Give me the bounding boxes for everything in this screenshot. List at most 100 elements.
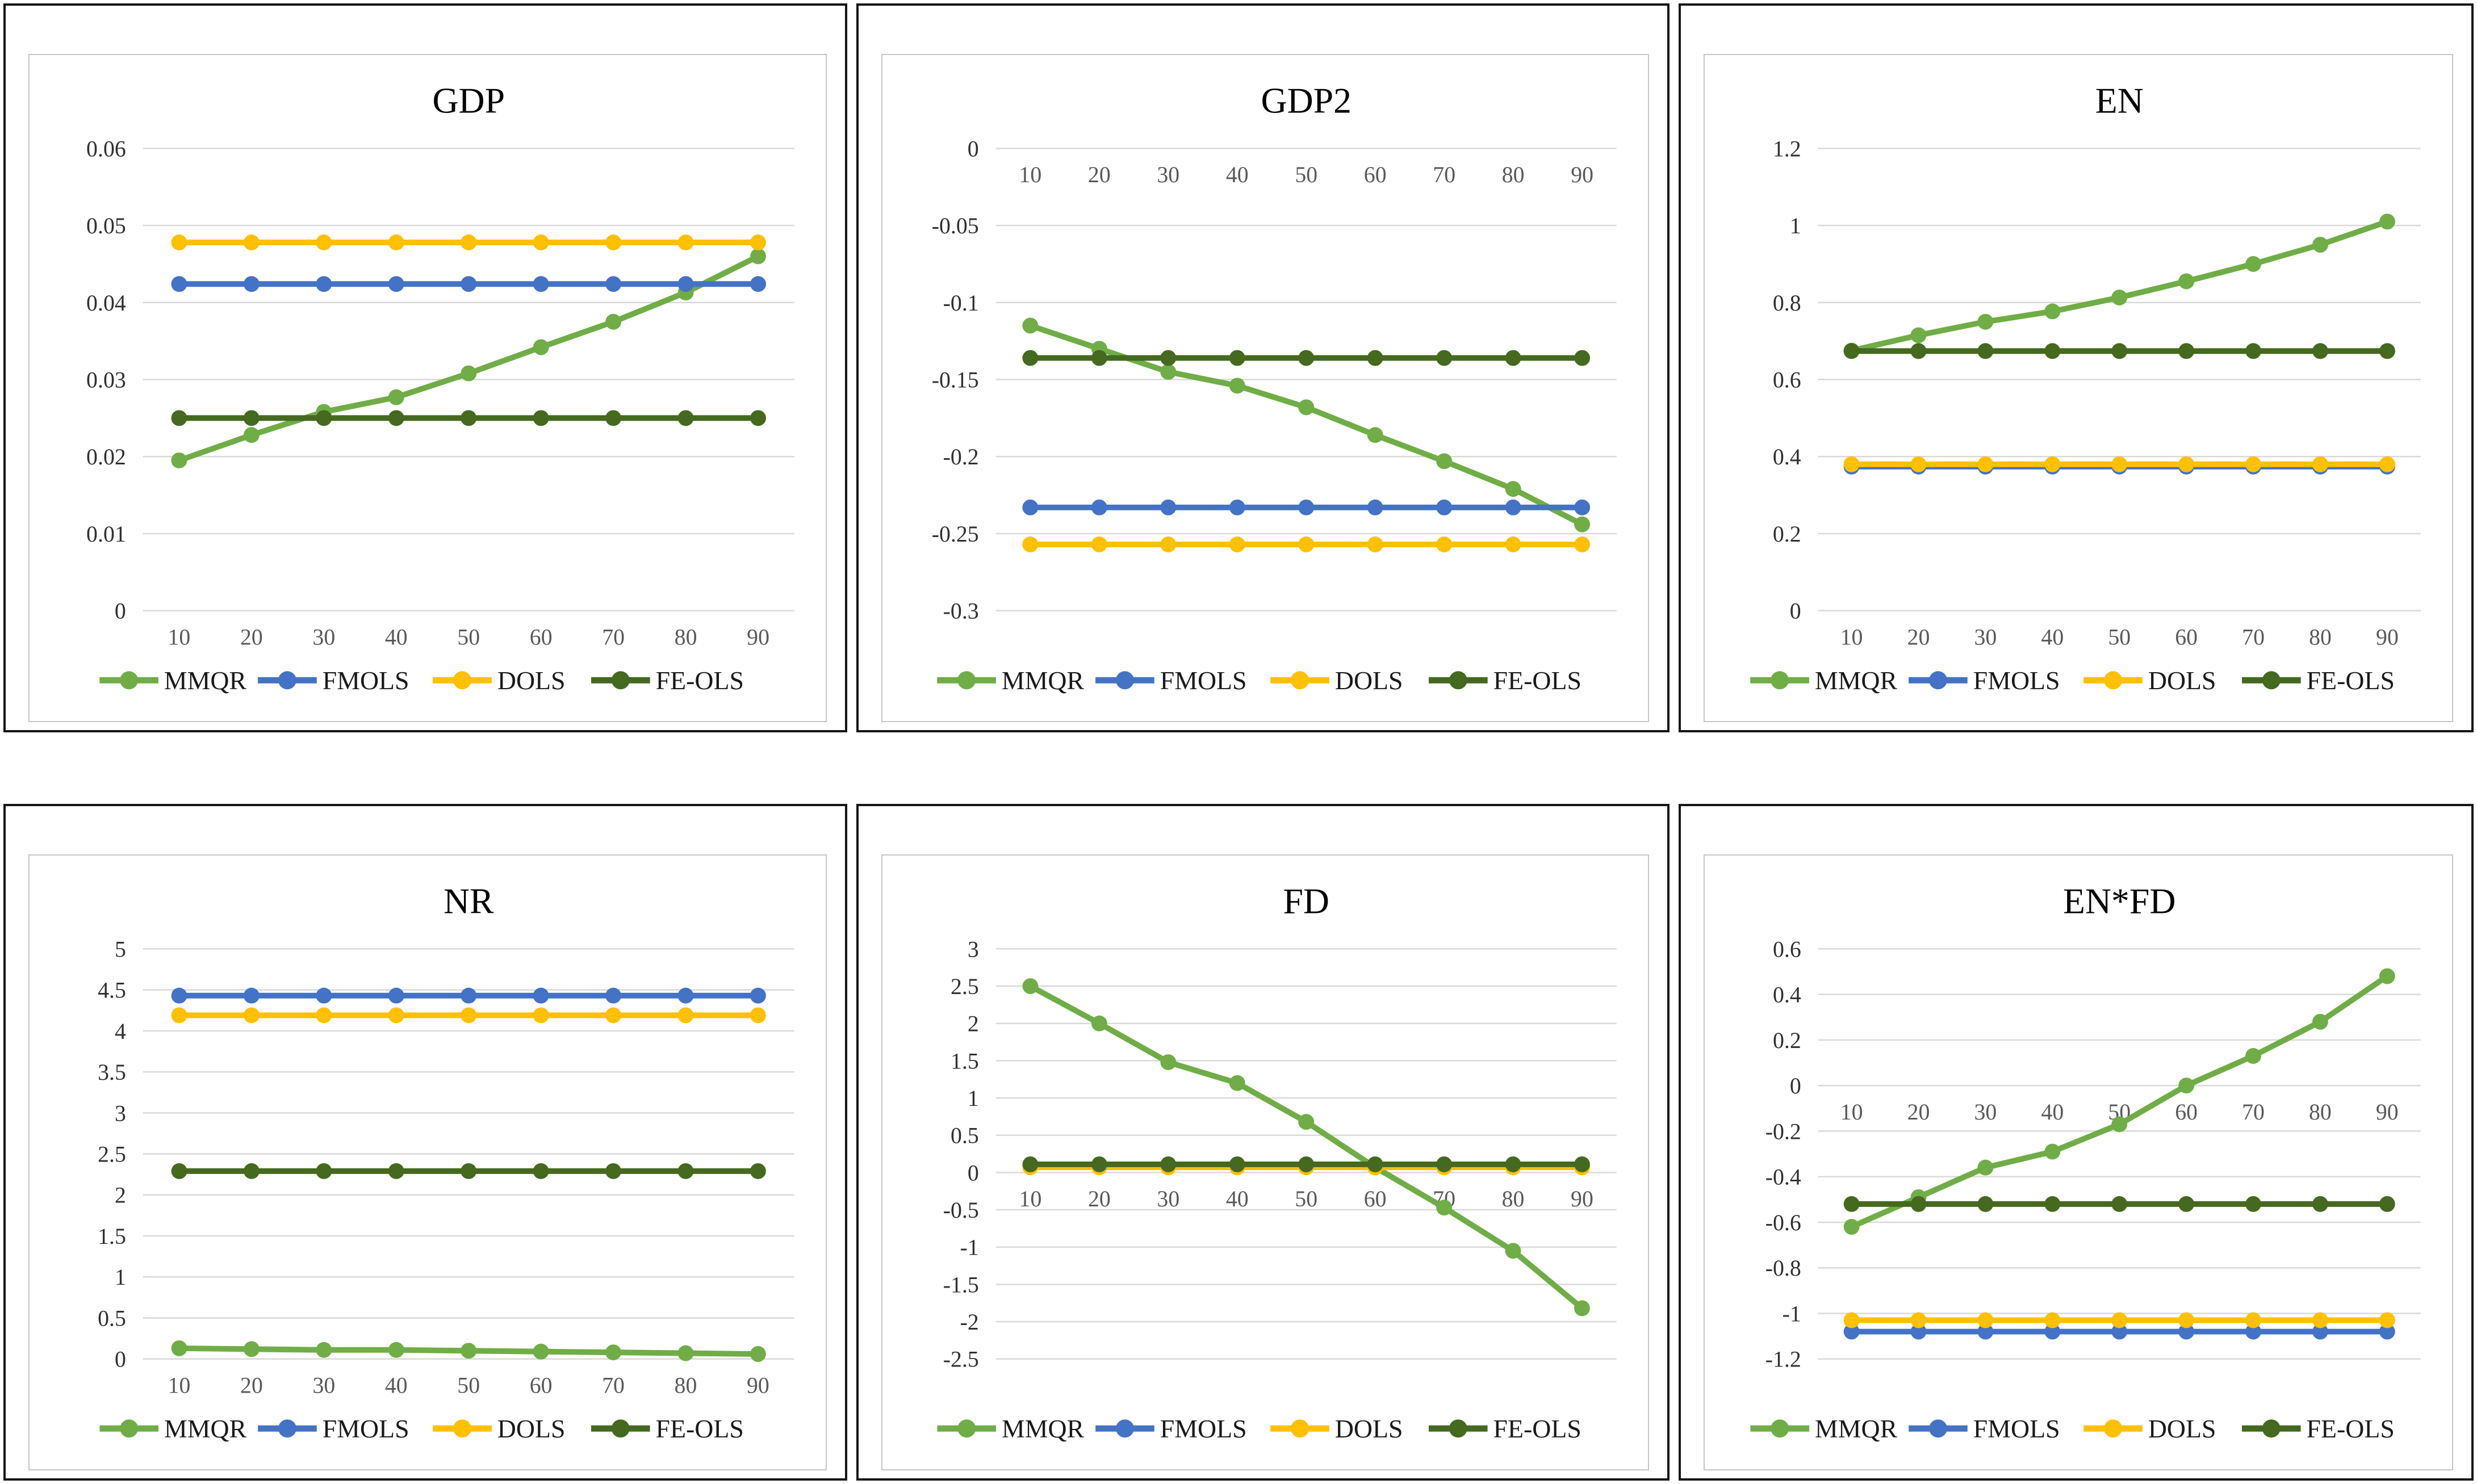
x-tick-label: 40	[385, 624, 408, 649]
legend-item-fmols: FMOLS	[1909, 1414, 2060, 1443]
series-marker-mmqr	[1022, 978, 1039, 995]
series-marker-fe-ols	[461, 410, 477, 426]
series-marker-fe-ols	[750, 410, 767, 426]
series-marker-fmols	[750, 987, 766, 1004]
series-marker-dols	[677, 1007, 694, 1024]
y-tick-label: 0	[1790, 1073, 1801, 1099]
series-marker-mmqr	[2111, 1116, 2128, 1133]
series-marker-dols	[2178, 456, 2195, 472]
x-tick-label: 10	[1840, 1099, 1863, 1125]
y-tick-label: 0.6	[1773, 936, 1801, 962]
y-tick-label: 0	[968, 136, 979, 161]
series-marker-fmols	[388, 987, 404, 1004]
series-marker-fe-ols	[2178, 1196, 2195, 1212]
legend-item-mmqr: MMQR	[937, 666, 1084, 695]
series-marker-mmqr	[1022, 317, 1039, 334]
series-marker-fmols	[1505, 499, 1521, 515]
legend-label: MMQR	[1002, 666, 1085, 695]
series-marker-dols	[2379, 1312, 2395, 1328]
legend-marker	[278, 671, 296, 690]
chart-title: EN*FD	[2063, 881, 2175, 921]
legend-label: FMOLS	[1160, 666, 1247, 695]
series-marker-dols	[2111, 1312, 2128, 1328]
chart-title: NR	[443, 881, 494, 921]
series-marker-mmqr	[677, 1345, 694, 1361]
legend-item-fmols: FMOLS	[1909, 666, 2060, 695]
series-marker-fe-ols	[244, 1163, 260, 1179]
chart-gdp: 0.06 0.05 0.04 0.03 0.02 0.01 0 GDP 10 20 30 40 50 60…	[28, 54, 827, 722]
series-marker-fe-ols	[2312, 343, 2328, 359]
series-marker-dols	[2044, 456, 2061, 472]
legend-marker	[957, 671, 976, 690]
legend-item-dols: DOLS	[1270, 666, 1403, 695]
legend-label: DOLS	[1335, 1414, 1403, 1443]
y-tick-label: -0.2	[943, 444, 979, 469]
series-marker-dols	[1843, 456, 1860, 472]
x-tick-label: 60	[1364, 1186, 1387, 1211]
series-marker-fmols	[316, 276, 332, 292]
legend-label: FMOLS	[1160, 1414, 1247, 1443]
x-tick-label: 70	[2242, 1099, 2265, 1125]
legend-marker	[453, 671, 472, 690]
series-marker-fmols	[1977, 1323, 1994, 1340]
series-marker-fmols	[2178, 1323, 2195, 1340]
y-tick-label: -2	[960, 1309, 979, 1335]
series-marker-mmqr	[2245, 1048, 2261, 1064]
x-tick-label: 80	[2309, 624, 2332, 649]
y-tick-label: -1.5	[943, 1272, 979, 1297]
x-tick-label: 30	[1157, 162, 1179, 187]
y-tick-label: 2	[115, 1183, 126, 1208]
series-marker-mmqr	[243, 427, 260, 443]
series-marker-dols	[1091, 536, 1107, 552]
series-marker-dols	[171, 1007, 187, 1024]
series-marker-fmols	[316, 987, 332, 1004]
series-marker-fmols	[2312, 1323, 2328, 1340]
y-tick-label: -0.25	[932, 521, 979, 547]
y-tick-label: 0.2	[1773, 1028, 1801, 1053]
x-tick-label: 10	[1019, 162, 1041, 187]
y-tick-label: 1.2	[1773, 136, 1801, 161]
y-tick-label: -0.1	[943, 290, 979, 316]
series-marker-dols	[461, 234, 477, 250]
chart-en: 1.2 1 0.8 0.6 0.4 0.2 0 EN 10 20 30 40 50 60 70 80 90 MMQ…	[1704, 54, 2453, 722]
y-tick-label: 3	[115, 1100, 126, 1126]
legend-label: DOLS	[497, 1414, 566, 1443]
legend-item-mmqr: MMQR	[1750, 1414, 1898, 1443]
y-tick-label: 0.6	[1773, 367, 1801, 393]
series-marker-fe-ols	[677, 1163, 694, 1179]
series-marker-dols	[2312, 1312, 2328, 1328]
series-marker-mmqr	[1436, 1200, 1453, 1216]
series-marker-fmols	[1436, 499, 1453, 515]
y-tick-label: -0.2	[1765, 1118, 1801, 1144]
x-tick-label: 80	[675, 624, 697, 649]
series-marker-fe-ols	[388, 1163, 404, 1179]
series-marker-fmols	[461, 276, 477, 292]
legend-marker	[278, 1419, 296, 1438]
legend-marker	[1116, 1419, 1134, 1438]
series-marker-dols	[171, 234, 187, 250]
series-marker-mmqr	[605, 1344, 622, 1361]
y-tick-label: 5	[115, 936, 126, 962]
legend-item-dols: DOLS	[2083, 1414, 2216, 1443]
legend-item-fmols: FMOLS	[1095, 666, 1247, 695]
x-tick-label: 90	[2376, 1099, 2399, 1125]
legend-label: MMQR	[1815, 666, 1898, 695]
legend-marker	[1771, 1419, 1789, 1438]
series-marker-mmqr	[1910, 327, 1927, 343]
series-marker-fe-ols	[533, 410, 549, 426]
series-marker-fmols	[533, 987, 549, 1004]
legend-marker	[2262, 671, 2281, 690]
series-marker-dols	[388, 1007, 404, 1024]
x-tick-label: 30	[312, 624, 335, 649]
chart-fd: 3 2.5 2 1.5 1 0.5 0 -0.5 -1 -1.5 -2 -2.5 FD 10 20 30 40 5…	[881, 854, 1649, 1470]
y-tick-label: 0.5	[98, 1305, 126, 1331]
series-marker-fe-ols	[1229, 350, 1245, 366]
chart-cell-fd: 3 2.5 2 1.5 1 0.5 0 -0.5 -1 -1.5 -2 -2.5 FD 10 20 30 40 5…	[856, 804, 1670, 1481]
series-marker-mmqr	[1229, 1075, 1245, 1091]
series-marker-fmols	[1843, 1323, 1860, 1340]
legend-marker	[1291, 1419, 1309, 1438]
x-tick-label: 30	[1974, 624, 1997, 649]
series-marker-fmols	[750, 276, 767, 292]
x-tick-label: 60	[530, 1372, 553, 1398]
